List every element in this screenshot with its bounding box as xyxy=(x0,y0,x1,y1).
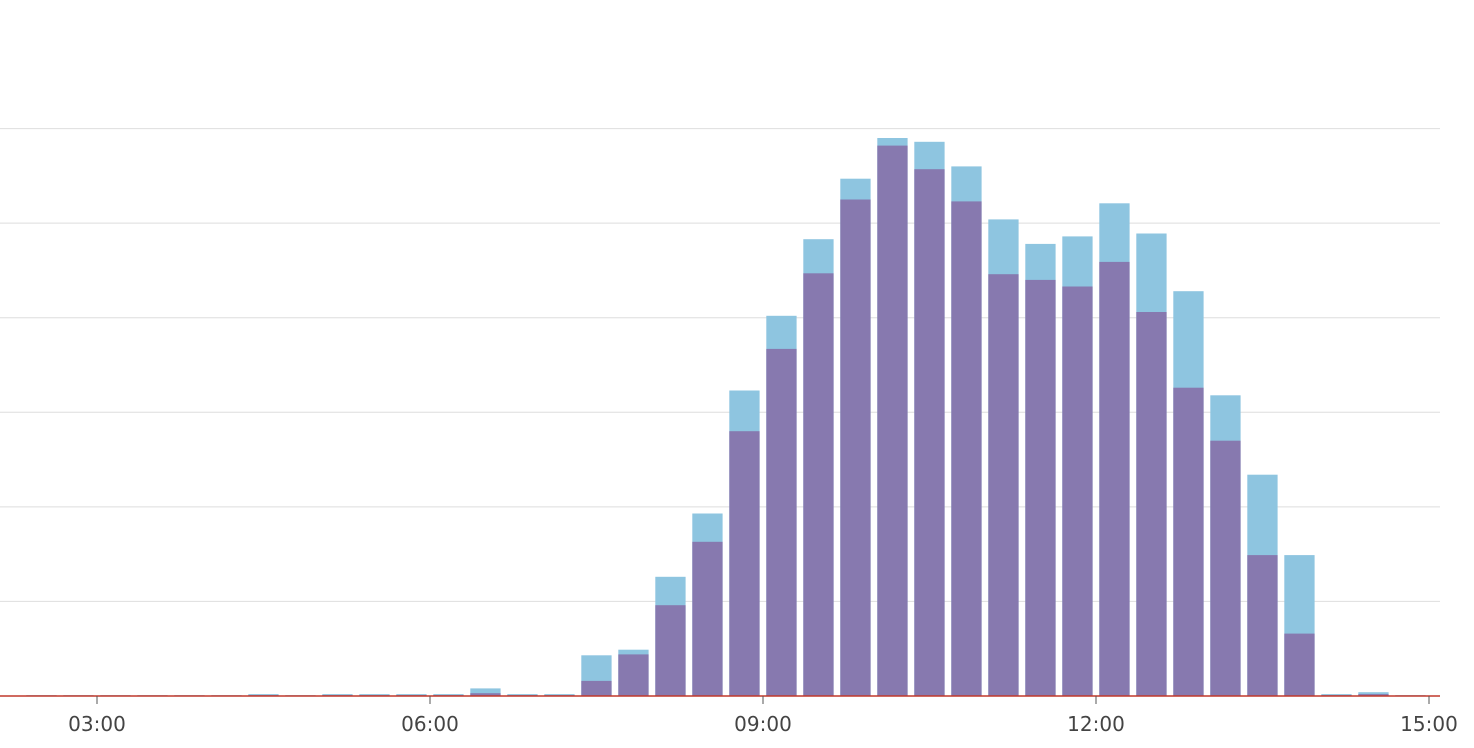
bar xyxy=(1062,286,1093,696)
bar xyxy=(729,431,760,696)
bar xyxy=(470,688,501,696)
bar xyxy=(840,199,871,696)
bar xyxy=(581,680,612,696)
x-tick-label: 09:00 xyxy=(734,712,792,736)
bar xyxy=(877,145,908,697)
bar xyxy=(803,273,834,696)
bar xyxy=(1284,633,1315,696)
bar xyxy=(1099,261,1130,696)
bar xyxy=(248,694,279,696)
x-tick-label: 15:00 xyxy=(1400,712,1458,736)
bar xyxy=(396,694,427,696)
bar xyxy=(544,694,575,696)
bar xyxy=(655,605,686,696)
bar xyxy=(1173,387,1204,696)
bar xyxy=(322,694,353,696)
bar xyxy=(951,201,982,696)
bar xyxy=(1025,279,1056,696)
bar xyxy=(1136,312,1167,696)
bar xyxy=(1247,555,1278,696)
bar xyxy=(470,693,501,696)
bar xyxy=(618,654,649,696)
bar xyxy=(914,169,945,696)
x-tick-label: 03:00 xyxy=(68,712,126,736)
bar xyxy=(1358,694,1389,696)
bar xyxy=(507,694,538,696)
bar xyxy=(359,694,390,696)
x-tick-label: 12:00 xyxy=(1067,712,1125,736)
bar xyxy=(988,274,1019,696)
x-tick-label: 06:00 xyxy=(401,712,459,736)
bar xyxy=(1210,440,1241,696)
bar xyxy=(433,694,464,696)
bars xyxy=(26,138,1426,697)
bar xyxy=(692,541,723,696)
bar xyxy=(766,348,797,696)
x-axis: 03:00 06:00 09:00 12:00 15:00 xyxy=(0,695,1458,736)
bar xyxy=(1321,694,1352,696)
